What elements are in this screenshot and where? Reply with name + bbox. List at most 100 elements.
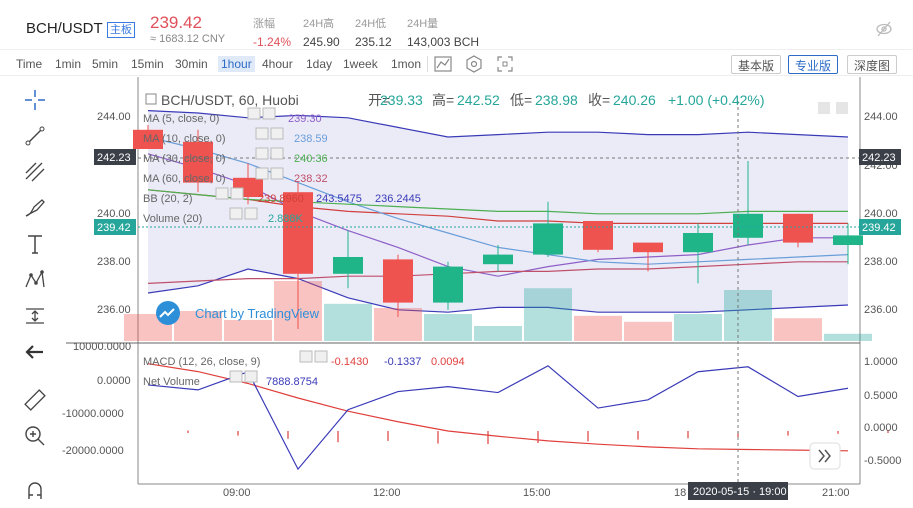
- macd-name: MACD (12, 26, close, 9): [143, 356, 260, 368]
- tradingview-logo-icon: [156, 301, 180, 325]
- view-pro-button[interactable]: 专业版: [788, 55, 839, 74]
- interval-1week[interactable]: 1week: [343, 57, 378, 71]
- interval-1hour[interactable]: 1hour: [218, 56, 255, 72]
- pane-controls: [818, 102, 848, 114]
- candle-body: [483, 254, 513, 265]
- price-tick: 244.00: [864, 111, 898, 123]
- crosshair-icon[interactable]: [22, 87, 48, 113]
- time-tick: 18: [674, 487, 686, 499]
- high-value: 242.52: [457, 92, 500, 108]
- bb-name: BB (20, 2): [143, 193, 193, 205]
- netvol-value: 7888.8754: [266, 376, 318, 388]
- volume-bar: [774, 318, 822, 341]
- collapse-icon[interactable]: [145, 93, 157, 105]
- ma10-value: 238.59: [294, 133, 328, 145]
- interval-1min[interactable]: 1min: [55, 57, 82, 71]
- bb-upper-value: 243.5475: [316, 193, 362, 205]
- indicator-remove-icon: [270, 147, 284, 160]
- stat-change: 涨幅 -1.24%: [253, 15, 291, 49]
- indicator-settings-icon: [255, 127, 269, 140]
- magnet-icon[interactable]: [22, 477, 48, 503]
- pitchfork-icon[interactable]: [22, 159, 48, 185]
- ma30-name: MA (30, close, 0): [143, 153, 226, 165]
- candle-body: [183, 141, 213, 183]
- current-price-tag-left: [94, 219, 136, 235]
- stat-high-label: 24H高: [303, 18, 335, 30]
- scroll-right-button[interactable]: [809, 442, 841, 470]
- candle-body: [333, 257, 363, 274]
- interval-time[interactable]: Time: [16, 57, 43, 71]
- indicator-remove-icon: [244, 207, 258, 220]
- volume-bar: [724, 290, 772, 341]
- brush-icon[interactable]: [22, 195, 48, 221]
- chart-style-icon[interactable]: [433, 55, 453, 73]
- interval-1mon[interactable]: 1mon: [391, 57, 422, 71]
- interval-5min[interactable]: 5min: [92, 57, 119, 71]
- price-tick: 240.00: [864, 208, 898, 220]
- stat-volume-value: 143,003 BCH: [407, 35, 480, 49]
- hide-eye-icon[interactable]: [875, 20, 893, 38]
- crosshair-price-tag: [859, 149, 901, 165]
- settings-hex-icon[interactable]: [464, 55, 484, 73]
- candle-body: [783, 213, 813, 243]
- measure-icon[interactable]: [22, 303, 48, 329]
- price-axis-right: 244.00 242.00 240.00 238.00 236.00 242.2…: [859, 111, 901, 467]
- ruler-icon[interactable]: [22, 387, 48, 413]
- crosshair-price-left: 242.23: [97, 152, 131, 164]
- crosshair-time-tag: [688, 482, 788, 500]
- candle-body: [133, 129, 163, 149]
- open-label: 开=: [368, 92, 390, 108]
- interval-1day[interactable]: 1day: [306, 57, 333, 71]
- interval-15min[interactable]: 15min: [131, 57, 164, 71]
- close-value: 240.26: [613, 92, 656, 108]
- view-basic-button[interactable]: 基本版: [731, 55, 782, 74]
- price-tick-left: 244.00: [97, 111, 131, 123]
- current-price-left: 239.42: [97, 222, 131, 234]
- pair-name[interactable]: BCH/USDT: [26, 20, 103, 37]
- low-label: 低=: [510, 92, 532, 108]
- drawing-toolbar: [0, 77, 70, 508]
- text-tool-icon[interactable]: [22, 231, 48, 257]
- ma30-value: 240.36: [294, 153, 328, 165]
- stat-low-value: 235.12: [355, 35, 392, 49]
- fullscreen-icon[interactable]: [495, 55, 515, 73]
- pane-up-icon[interactable]: [836, 102, 848, 114]
- volume-bar: [524, 288, 572, 341]
- candle-body: [833, 235, 863, 245]
- back-arrow-icon[interactable]: [22, 339, 48, 365]
- candle-body: [383, 259, 413, 303]
- pane-down-icon[interactable]: [818, 102, 830, 114]
- stat-change-label: 涨幅: [253, 18, 275, 30]
- price-chart[interactable]: BCH/USDT, 60, Huobi 开= 239.33 高= 242.52 …: [0, 77, 913, 508]
- netvol-tick: -10000.0000: [62, 408, 124, 420]
- double-chevron-right-icon: [818, 449, 831, 463]
- volume-bar: [174, 311, 222, 341]
- ma5-value: 239.30: [288, 113, 322, 125]
- close-label: 收=: [588, 92, 610, 108]
- indicator-tick: -0.5000: [864, 455, 901, 467]
- indicator-tick: 0.0000: [864, 422, 898, 434]
- time-tick: 21:00: [822, 487, 850, 499]
- price-tick: 236.00: [864, 304, 898, 316]
- ma30-line: [147, 189, 848, 215]
- zoom-in-icon[interactable]: [22, 423, 48, 449]
- candle-body: [633, 242, 663, 253]
- view-depth-button[interactable]: 深度图: [847, 55, 898, 74]
- indicator-remove-icon: [230, 187, 244, 200]
- pattern-icon[interactable]: [22, 267, 48, 293]
- low-value: 238.98: [535, 92, 578, 108]
- chart-toolbar: Time 1min 5min 15min 30min 1hour 4hour 1…: [0, 52, 913, 76]
- bollinger-lower-line: [147, 268, 849, 313]
- plot-background: [138, 77, 860, 484]
- volume-bar: [424, 314, 472, 341]
- indicator-tick: 1.0000: [864, 356, 898, 368]
- volume-bar: [474, 326, 522, 341]
- netvol-tick: 10000.0000: [73, 341, 131, 353]
- volume-name: Volume (20): [143, 213, 202, 225]
- current-price-tag: [859, 219, 901, 235]
- trendline-icon[interactable]: [22, 123, 48, 149]
- indicator-remove-icon: [270, 127, 284, 140]
- interval-4hour[interactable]: 4hour: [262, 57, 293, 71]
- interval-30min[interactable]: 30min: [175, 57, 208, 71]
- macd-line: [147, 363, 849, 452]
